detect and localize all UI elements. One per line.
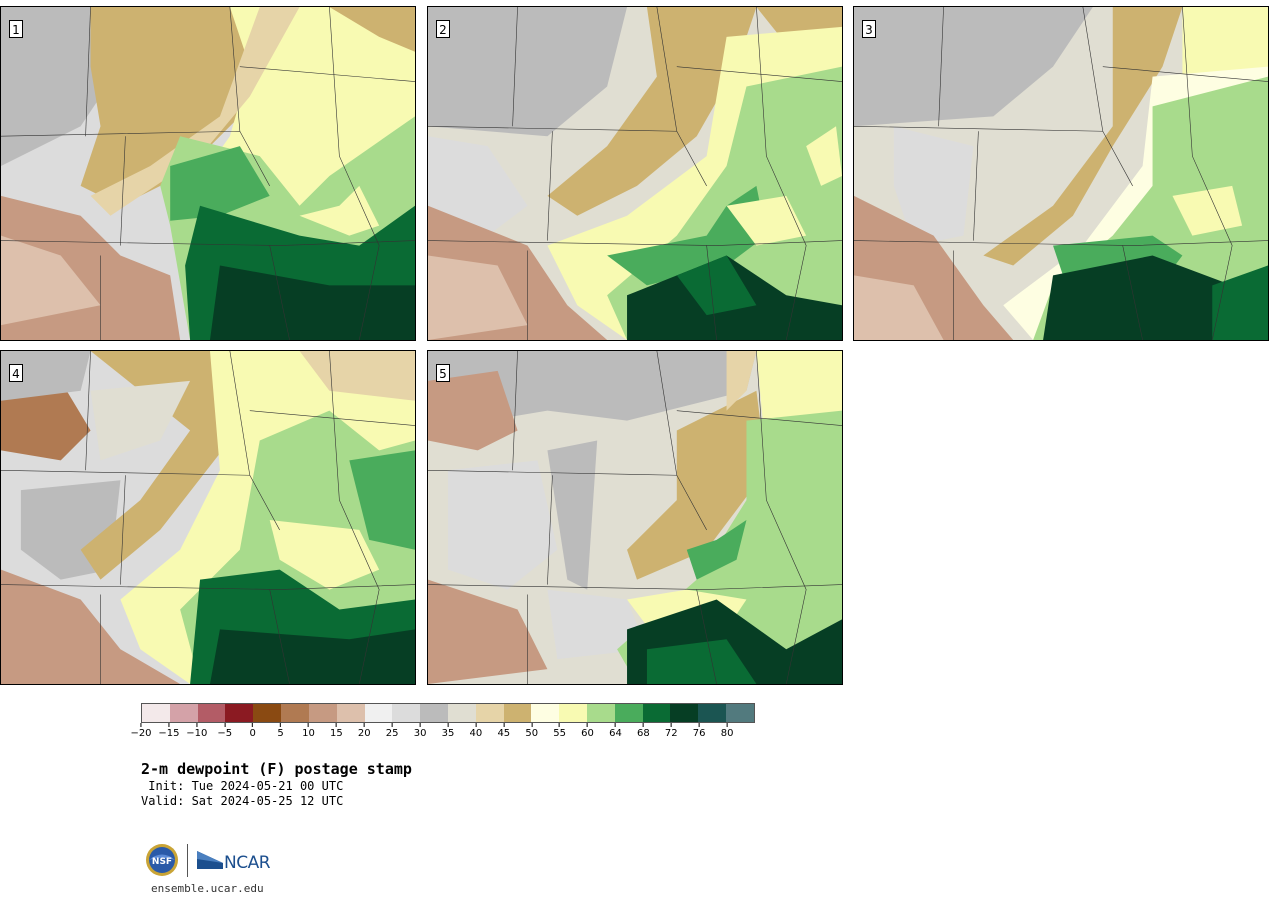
colorbar-segment (503, 704, 532, 722)
map-panel-2: 2 (427, 6, 843, 341)
chart-title: 2-m dewpoint (F) postage stamp (141, 760, 412, 778)
dewpoint-map (1, 351, 415, 684)
colorbar-segment (253, 704, 282, 722)
panel-number: 5 (436, 364, 450, 382)
panel-number: 3 (862, 20, 876, 38)
colorbar-tick-label: 25 (386, 723, 399, 740)
colorbar-tick-label: 60 (581, 723, 594, 740)
colorbar-tick-label: 76 (693, 723, 706, 740)
ncar-logo: NCAR (197, 851, 271, 873)
colorbar-tick-label: 64 (609, 723, 622, 740)
colorbar-tick-label: −10 (186, 723, 207, 740)
colorbar-tick-label: 35 (442, 723, 455, 740)
colorbar-segment (587, 704, 615, 722)
map-panel-4: 4 (0, 350, 416, 685)
dewpoint-map (428, 7, 842, 340)
colorbar-tick-label: 45 (497, 723, 510, 740)
colorbar-tick-label: −20 (130, 723, 151, 740)
colorbar-tick-labels: −20 −15 −10 −5 0 5 10 15 20 25 30 35 40 45 50 55 60 64 68 7… (130, 723, 755, 743)
panel-number: 1 (9, 20, 23, 38)
nsf-logo: NSF (146, 844, 178, 876)
colorbar-tick-label: 5 (277, 723, 283, 740)
colorbar-tick-label: 40 (470, 723, 483, 740)
colorbar-segment (142, 704, 170, 722)
colorbar-segment (364, 704, 393, 722)
colorbar-tick-label: −5 (217, 723, 232, 740)
colorbar-segment (308, 704, 337, 722)
colorbar-tick-label: 10 (302, 723, 315, 740)
panel-number: 4 (9, 364, 23, 382)
colorbar-segment (698, 704, 727, 722)
colorbar-tick-label: 0 (249, 723, 255, 740)
dewpoint-map (854, 7, 1268, 340)
colorbar-segment (531, 704, 560, 722)
colorbar-tick-label: 50 (525, 723, 538, 740)
colorbar-tick-label: −15 (158, 723, 179, 740)
map-panel-5: 5 (427, 350, 843, 685)
colorbar-tick-label: 20 (358, 723, 371, 740)
logo-divider (187, 844, 188, 877)
colorbar-segment (392, 704, 421, 722)
colorbar-segment (225, 704, 254, 722)
colorbar-segment (642, 704, 671, 722)
colorbar-segment (559, 704, 587, 722)
colorbar-segment (336, 704, 365, 722)
dewpoint-map (1, 7, 415, 340)
colorbar-segment (726, 704, 754, 722)
map-panel-3: 3 (853, 6, 1269, 341)
logo-group: NSF NCAR (145, 843, 275, 879)
map-panel-1: 1 (0, 6, 416, 341)
colorbar-tick-label: 72 (665, 723, 678, 740)
svg-text:NSF: NSF (152, 857, 172, 867)
colorbar-tick-label: 80 (721, 723, 734, 740)
svg-text:NCAR: NCAR (224, 853, 271, 873)
dewpoint-map (428, 351, 842, 684)
website-url: ensemble.ucar.edu (151, 882, 264, 895)
colorbar-segment (281, 704, 309, 722)
colorbar-tick-label: 68 (637, 723, 650, 740)
colorbar-segment (475, 704, 504, 722)
colorbar-tick-label: 55 (553, 723, 566, 740)
dewpoint-colorbar (141, 703, 755, 723)
colorbar-segment (614, 704, 643, 722)
panel-number: 2 (436, 20, 450, 38)
valid-time: Valid: Sat 2024-05-25 12 UTC (141, 794, 344, 808)
init-time: Init: Tue 2024-05-21 00 UTC (141, 779, 344, 793)
colorbar-segment (420, 704, 448, 722)
colorbar-tick-label: 30 (414, 723, 427, 740)
colorbar-segment (447, 704, 476, 722)
colorbar-tick-label: 15 (330, 723, 343, 740)
colorbar-segment (169, 704, 198, 722)
colorbar-segment (670, 704, 699, 722)
colorbar-segment (197, 704, 226, 722)
